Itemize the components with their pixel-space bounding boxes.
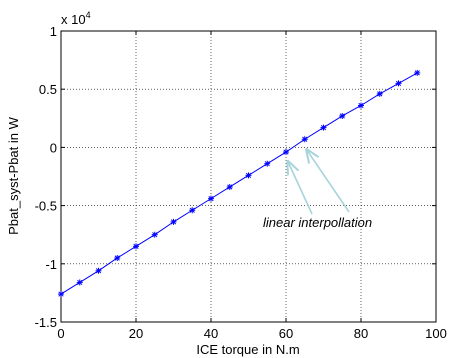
data-point-marker: [376, 90, 383, 97]
data-point-marker: [414, 69, 421, 76]
x-tick-label: 20: [129, 326, 143, 341]
marker-stroke: [302, 136, 308, 142]
y-tick-label: 0: [50, 140, 57, 155]
data-point-marker: [358, 102, 364, 109]
marker-stroke: [339, 113, 345, 119]
marker-stroke: [95, 268, 102, 274]
y-tick-label: -0.5: [35, 199, 57, 214]
data-point-marker: [226, 183, 233, 190]
marker-stroke: [189, 207, 195, 213]
annotation-arrow: [288, 161, 313, 215]
y-axis-label: Pbat_syst-Pbat in W: [6, 116, 21, 234]
x-tick-label: 60: [279, 326, 293, 341]
marker-stroke: [377, 91, 383, 97]
annotation-text: linear interpollation: [263, 215, 372, 230]
marker-stroke: [152, 232, 158, 238]
data-point-marker: [58, 291, 64, 298]
marker-stroke: [227, 184, 233, 190]
x-tick-label: 100: [425, 326, 447, 341]
data-point-marker: [208, 195, 214, 202]
data-point-marker: [395, 80, 402, 87]
marker-stroke: [320, 125, 327, 131]
data-point-marker: [151, 231, 158, 238]
marker-stroke: [414, 70, 420, 76]
y-tick-label: -1.5: [35, 315, 57, 330]
data-point-marker: [133, 243, 139, 250]
x-axis-label: ICE torque in N.m: [196, 342, 299, 357]
y-tick-label: 1: [50, 24, 57, 39]
data-point-marker: [189, 207, 196, 214]
exponent-power: 4: [86, 10, 91, 20]
series: [58, 69, 421, 298]
data-point-marker: [283, 149, 289, 156]
data-point-marker: [320, 124, 327, 131]
data-point-marker: [95, 267, 102, 274]
ticks: [60, 30, 437, 323]
marker-stroke: [208, 196, 214, 202]
data-point-marker: [301, 136, 308, 143]
data-point-marker: [264, 160, 271, 167]
marker-stroke: [245, 172, 252, 178]
series-line: [60, 72, 418, 295]
annotation-arrows: [288, 150, 350, 215]
data-point-marker: [114, 254, 121, 261]
exponent-label: x 104: [61, 10, 91, 27]
annotation-arrow: [307, 150, 350, 213]
data-point-marker: [170, 218, 177, 225]
data-point-marker: [245, 172, 252, 179]
x-tick-labels: 0 20 40 60 80 100: [57, 326, 446, 341]
x-tick-label: 0: [57, 326, 64, 341]
axes-box: [60, 30, 437, 323]
marker-stroke: [114, 255, 120, 261]
marker-stroke: [264, 161, 270, 167]
marker-stroke: [170, 219, 177, 225]
marker-stroke: [283, 149, 289, 155]
exponent-base: x 10: [61, 12, 86, 27]
marker-stroke: [358, 102, 364, 109]
y-tick-label: 0.5: [39, 82, 57, 97]
marker-stroke: [133, 243, 139, 249]
grid: [61, 31, 436, 322]
data-point-marker: [76, 279, 83, 286]
marker-stroke: [58, 291, 64, 297]
y-tick-label: -1: [45, 257, 57, 272]
y-tick-labels: 1 0.5 0 -0.5 -1 -1.5: [35, 24, 57, 330]
marker-stroke: [395, 80, 402, 86]
marker-stroke: [77, 279, 83, 286]
data-point-marker: [339, 112, 346, 119]
x-tick-label: 80: [354, 326, 368, 341]
x-tick-label: 40: [204, 326, 218, 341]
